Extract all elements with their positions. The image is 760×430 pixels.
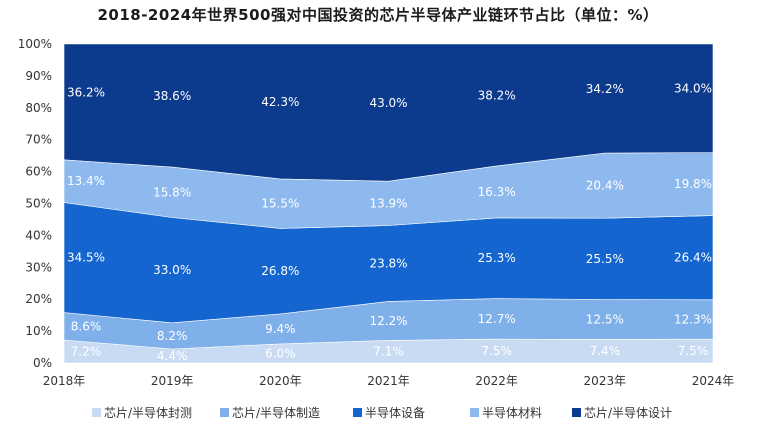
x-axis: 2018年 2019年 2020年 2021年 2022年 2023年 2024年 (43, 374, 735, 388)
y-tick-label: 60% (25, 165, 52, 179)
data-label: 26.8% (261, 264, 299, 278)
data-label: 8.2% (157, 329, 188, 343)
legend: 芯片/半导体封测 芯片/半导体制造 半导体设备 半导体材料 芯片/半导体设计 (92, 406, 672, 420)
data-label: 12.2% (369, 314, 407, 328)
data-label: 9.4% (265, 322, 296, 336)
x-tick-label: 2018年 (43, 374, 86, 388)
data-label: 8.6% (71, 319, 102, 333)
data-label: 42.3% (261, 95, 299, 109)
data-label: 36.2% (67, 85, 105, 99)
data-label: 38.2% (478, 88, 516, 102)
data-label: 34.2% (586, 82, 624, 96)
data-label: 12.7% (478, 312, 516, 326)
y-tick-label: 80% (25, 101, 52, 115)
x-tick-label: 2020年 (259, 374, 302, 388)
x-tick-label: 2024年 (692, 374, 735, 388)
data-label: 6.0% (265, 346, 296, 360)
data-label: 7.1% (373, 345, 404, 359)
data-label: 38.6% (153, 89, 191, 103)
data-label: 20.4% (586, 179, 624, 193)
data-label: 25.5% (586, 252, 624, 266)
data-label: 15.8% (153, 185, 191, 199)
data-label: 34.0% (674, 82, 712, 96)
data-label: 16.3% (478, 185, 516, 199)
legend-label: 芯片/半导体设计 (584, 406, 672, 420)
legend-label: 半导体材料 (482, 406, 542, 420)
y-tick-label: 90% (25, 69, 52, 83)
legend-swatch (353, 408, 362, 417)
y-axis: 0% 10% 20% 30% 40% 50% 60% 70% 80% 90% 100% (18, 37, 52, 370)
data-label: 34.5% (67, 251, 105, 265)
y-tick-label: 10% (25, 324, 52, 338)
data-labels: 7.2% 4.4% 6.0% 7.1% 7.5% 7.4% 7.5% 8.6% 8.2% 9.4%… (67, 82, 712, 363)
x-tick-label: 2023年 (584, 374, 627, 388)
data-label: 12.3% (674, 312, 712, 326)
data-label: 13.9% (369, 196, 407, 210)
y-tick-label: 40% (25, 228, 52, 242)
legend-item: 芯片/半导体封测 (92, 406, 192, 420)
legend-swatch (220, 408, 229, 417)
legend-label: 半导体设备 (365, 406, 425, 420)
x-tick-label: 2022年 (475, 374, 518, 388)
data-label: 33.0% (153, 263, 191, 277)
data-label: 19.8% (674, 177, 712, 191)
y-tick-label: 20% (25, 292, 52, 306)
legend-label: 芯片/半导体制造 (232, 406, 320, 420)
data-label: 4.4% (157, 349, 188, 363)
x-tick-label: 2019年 (151, 374, 194, 388)
legend-item: 半导体设备 (353, 406, 425, 420)
data-label: 26.4% (674, 251, 712, 265)
data-label: 43.0% (369, 96, 407, 110)
legend-item: 芯片/半导体设计 (572, 406, 672, 420)
data-label: 7.5% (678, 344, 709, 358)
legend-label: 芯片/半导体封测 (104, 406, 192, 420)
data-label: 7.5% (481, 344, 512, 358)
data-label: 15.5% (261, 197, 299, 211)
y-tick-label: 70% (25, 133, 52, 147)
data-label: 13.4% (67, 174, 105, 188)
y-tick-label: 50% (25, 197, 52, 211)
data-label: 7.4% (590, 344, 621, 358)
legend-swatch (572, 408, 581, 417)
data-label: 7.2% (71, 345, 102, 359)
legend-swatch (470, 408, 479, 417)
legend-item: 半导体材料 (470, 406, 542, 420)
y-tick-label: 30% (25, 260, 52, 274)
data-label: 23.8% (369, 256, 407, 270)
area-series-5 (63, 43, 714, 182)
legend-item: 芯片/半导体制造 (220, 406, 320, 420)
data-label: 12.5% (586, 312, 624, 326)
x-tick-label: 2021年 (367, 374, 410, 388)
legend-swatch (92, 408, 101, 417)
area-layers (63, 43, 714, 364)
data-label: 25.3% (478, 251, 516, 265)
y-tick-label: 0% (33, 356, 52, 370)
y-tick-label: 100% (18, 37, 52, 51)
chart-title: 2018-2024年世界500强对中国投资的芯片半导体产业链环节占比（单位：%） (97, 6, 658, 24)
